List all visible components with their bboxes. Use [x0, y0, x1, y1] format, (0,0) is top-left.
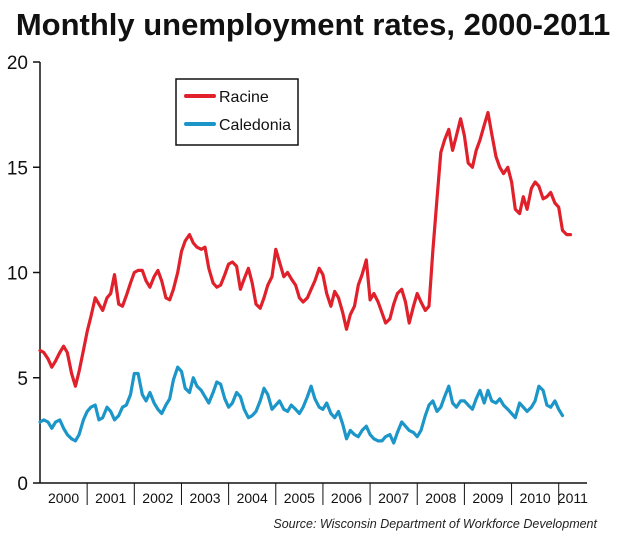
- x-tick-label: 2002: [142, 490, 173, 506]
- legend-box: [175, 78, 299, 146]
- legend: Racine Caledonia: [175, 78, 299, 146]
- x-tick-label: 2003: [189, 490, 220, 506]
- x-tick-label: 2005: [284, 490, 315, 506]
- x-tick-label: 2007: [378, 490, 409, 506]
- x-tick-label: 2010: [520, 490, 551, 506]
- y-tick-label: 15: [7, 158, 28, 179]
- x-tick-label: 2006: [331, 490, 362, 506]
- y-tick-label: 10: [7, 264, 28, 285]
- series-line-caledonia: [38, 365, 565, 445]
- x-tick-label: 2000: [48, 490, 79, 506]
- x-tick-label: 2009: [472, 490, 503, 506]
- legend-label-racine: Racine: [219, 89, 269, 106]
- y-tick-label: 20: [7, 53, 28, 74]
- x-tick-label: 2011: [558, 490, 588, 506]
- y-tick-label: 5: [17, 369, 28, 390]
- chart-title: Monthly unemployment rates, 2000-2011: [16, 7, 610, 42]
- y-tick-label: 0: [17, 474, 28, 495]
- source-note: Source: Wisconsin Department of Workforc…: [273, 517, 597, 531]
- series-line-racine: [38, 110, 573, 388]
- x-tick-label: 2004: [237, 490, 268, 506]
- x-tick-label: 2001: [95, 490, 126, 506]
- x-tick-label: 2008: [425, 490, 456, 506]
- y-axis: 0 5 10 15 20: [7, 53, 41, 495]
- x-axis: 2000 2001 2002 2003 2004 2005 2006 2007 2008 2009…: [40, 482, 588, 506]
- series-layer: [38, 110, 573, 445]
- legend-label-caledonia: Caledonia: [219, 117, 291, 134]
